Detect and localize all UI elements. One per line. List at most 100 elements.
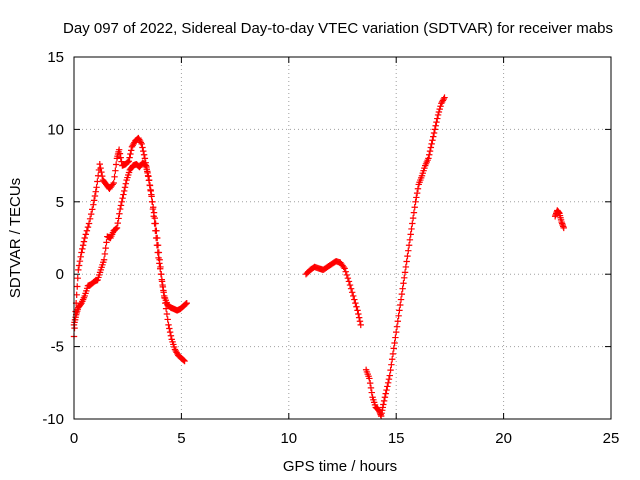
data-point-arc-1a — [90, 201, 97, 208]
data-points — [70, 94, 567, 420]
data-point-arc-3 — [391, 339, 398, 347]
data-point-arc-1b — [162, 305, 170, 312]
data-point-arc-1b — [117, 202, 125, 209]
data-point-arc-1a — [81, 234, 88, 242]
data-point-arc-3 — [441, 94, 448, 101]
data-point-arc-1b — [103, 239, 110, 246]
data-point-arc-3 — [402, 263, 410, 271]
data-point-arc-3 — [394, 318, 402, 325]
data-point-arc-1b — [143, 166, 150, 173]
data-point-arc-3 — [393, 328, 400, 336]
data-point-arc-3 — [380, 401, 387, 408]
data-point-arc-1b — [181, 357, 188, 365]
data-point-arc-3 — [389, 350, 397, 358]
data-point-arc-2 — [346, 281, 354, 289]
data-point-arc-1b — [120, 191, 127, 198]
data-point-arc-1b — [166, 328, 174, 336]
data-point-arc-1a — [90, 197, 98, 204]
data-point-arc-1b — [161, 294, 168, 301]
data-point-arc-1b — [162, 299, 169, 307]
data-point-arc-3 — [388, 356, 396, 363]
data-point-arc-1a — [127, 147, 135, 154]
data-point-arc-3 — [383, 386, 390, 394]
data-point-arc-3 — [413, 194, 420, 201]
data-point-arc-1a — [74, 283, 81, 290]
data-point-arc-3 — [406, 236, 414, 244]
data-point-arc-3 — [387, 366, 394, 374]
data-point-arc-1a — [140, 147, 147, 155]
data-point-arc-1b — [149, 198, 156, 205]
data-point-arc-2 — [352, 299, 359, 307]
data-point-arc-1a — [93, 184, 100, 191]
data-point-arc-2 — [356, 318, 364, 325]
data-point-arc-2 — [340, 263, 347, 271]
x-tick-label: 20 — [495, 430, 512, 447]
data-point-arc-3 — [366, 375, 373, 382]
data-point-arc-3 — [397, 301, 404, 309]
data-point-arc-3 — [409, 214, 417, 222]
data-point-arc-1b — [115, 215, 122, 222]
data-point-arc-3 — [393, 323, 401, 330]
x-tick-label: 0 — [70, 430, 78, 447]
data-point-arc-1a — [112, 161, 120, 168]
data-point-arc-2 — [344, 274, 352, 282]
data-point-arc-1b — [102, 244, 109, 252]
data-point-arc-3 — [437, 103, 444, 110]
data-point-arc-1b — [151, 214, 159, 222]
data-point-arc-1a — [140, 151, 148, 158]
data-point-arc-3 — [382, 390, 389, 397]
data-point-arc-1b — [150, 209, 158, 216]
data-point-arc-1a — [91, 192, 99, 200]
data-point-arc-1b — [160, 289, 167, 296]
data-point-arc-1b — [112, 225, 120, 232]
data-point-arc-3 — [429, 137, 436, 144]
y-tick-label: -5 — [51, 339, 64, 356]
data-point-arc-3 — [384, 379, 392, 386]
data-point-arc-1a — [116, 150, 124, 157]
x-tick-label: 15 — [388, 430, 405, 447]
data-point-arc-3 — [439, 97, 447, 104]
data-point-arc-1a — [73, 291, 80, 299]
data-point-arc-1b — [119, 194, 126, 202]
data-point-arc-1b — [156, 256, 163, 263]
data-point-arc-1a — [77, 253, 84, 261]
data-point-arc-3 — [398, 290, 406, 298]
data-point-arc-1a — [87, 210, 95, 218]
ticks: 0 5 10 15 20 25 -10 -5 0 5 10 15 — [42, 49, 619, 447]
data-point-arc-1b — [164, 316, 171, 323]
data-point-arc-3 — [426, 151, 433, 158]
data-point-arc-1b — [157, 263, 164, 271]
data-point-arc-1b — [116, 205, 124, 213]
data-point-arc-1a — [109, 181, 116, 188]
data-point-arc-1a — [182, 300, 190, 308]
data-point-arc-1b — [121, 187, 128, 195]
data-point-arc-4 — [560, 224, 567, 232]
data-point-arc-1b — [152, 220, 159, 227]
data-point-arc-3 — [430, 133, 437, 140]
data-point-arc-1b — [154, 234, 161, 242]
data-point-arc-1a — [84, 223, 92, 231]
data-point-arc-3 — [388, 361, 395, 368]
data-point-arc-1b — [153, 227, 160, 234]
data-point-arc-1a — [85, 220, 93, 227]
data-point-arc-3 — [390, 345, 397, 352]
data-point-arc-1a — [137, 139, 145, 146]
data-point-arc-1b — [158, 271, 165, 278]
data-point-arc-1b — [159, 283, 167, 291]
data-point-arc-3 — [384, 383, 391, 390]
data-point-arc-3 — [431, 126, 439, 133]
data-point-arc-1a — [79, 245, 86, 253]
data-point-arc-3 — [395, 312, 402, 320]
data-point-arc-1b — [101, 250, 109, 258]
y-tick-label: 15 — [47, 49, 64, 66]
data-point-arc-3 — [433, 118, 440, 126]
data-point-arc-1a — [75, 262, 83, 269]
data-point-arc-3 — [434, 111, 442, 119]
y-tick-label: 5 — [56, 194, 64, 211]
data-point-arc-2 — [351, 296, 358, 303]
grid — [74, 57, 611, 419]
plot-frame — [73, 56, 612, 420]
data-point-arc-1a — [125, 158, 132, 165]
x-tick-label: 10 — [280, 430, 297, 447]
data-point-arc-3 — [411, 204, 418, 211]
